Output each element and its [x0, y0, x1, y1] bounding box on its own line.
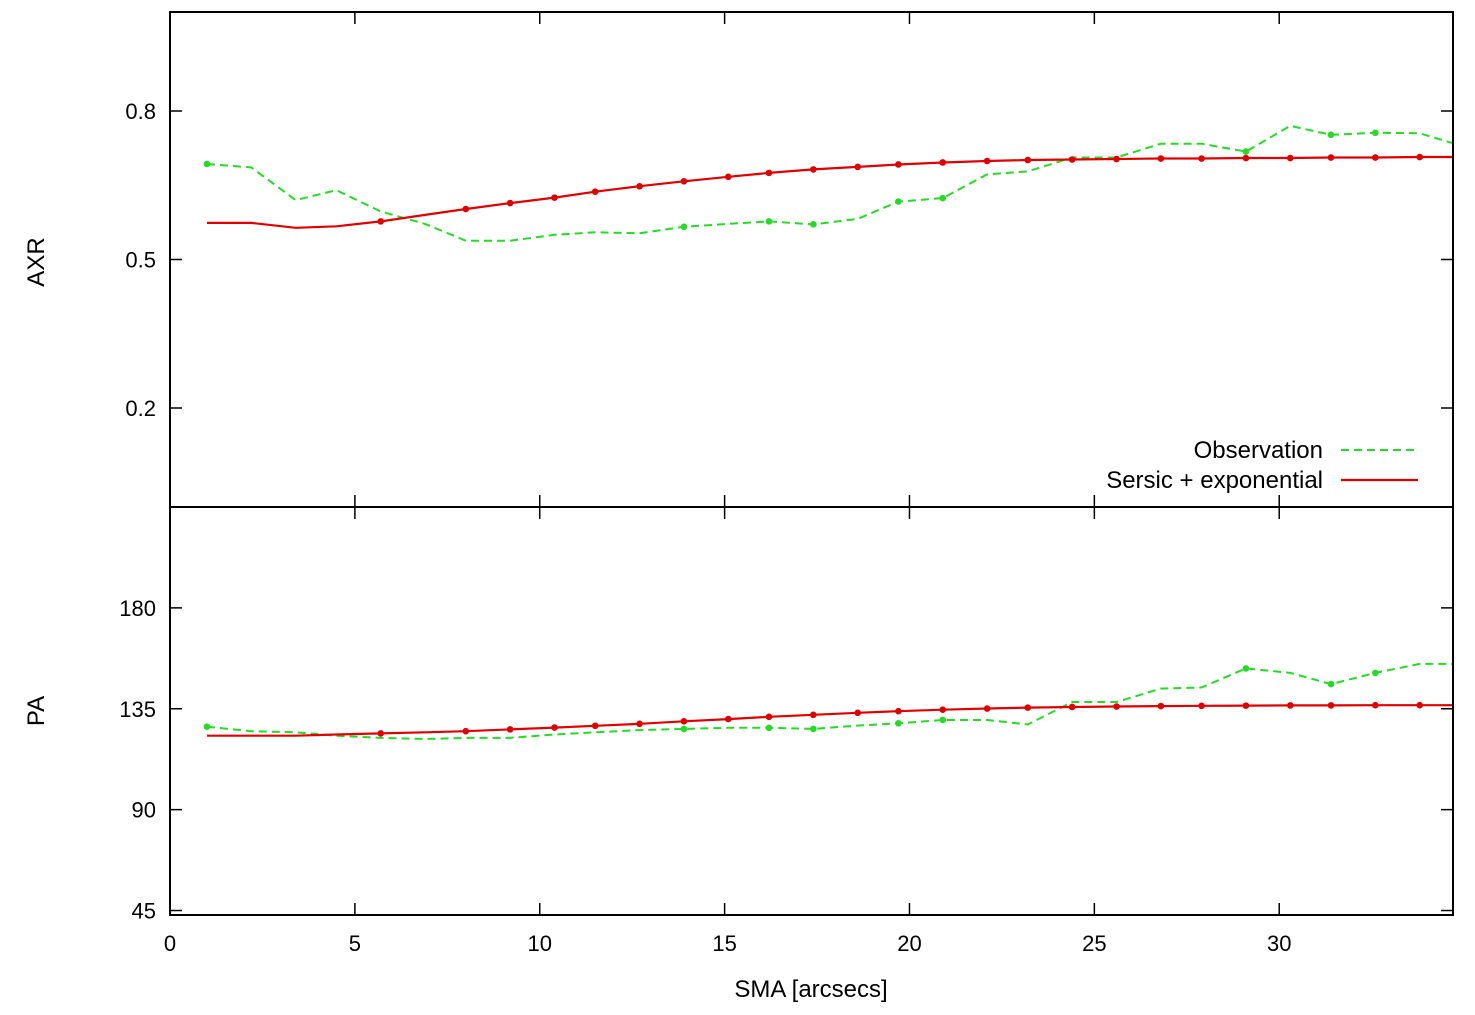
x-tick-label: 5 — [349, 931, 361, 956]
data-point-observation-axr — [1242, 148, 1250, 155]
data-point-observation-axr — [765, 218, 773, 225]
data-point-sersic-exponential-pa — [636, 720, 643, 728]
data-point-sersic-exponential-pa — [680, 718, 688, 725]
data-point-observation-axr — [895, 198, 902, 205]
data-point-sersic-exponential-axr — [854, 163, 862, 171]
data-point-sersic-exponential-axr — [1113, 155, 1120, 163]
data-point-sersic-exponential-pa — [1372, 701, 1379, 709]
data-point-sersic-exponential-axr — [462, 205, 470, 213]
data-point-sersic-exponential-pa — [1024, 704, 1032, 711]
data-point-sersic-exponential-axr — [1198, 155, 1205, 162]
data-point-sersic-exponential-axr — [1416, 153, 1424, 161]
data-point-sersic-exponential-pa — [983, 705, 991, 712]
legend-label-observation: Observation — [1194, 437, 1323, 464]
series-line-sersic-exponential-pa — [207, 704, 1453, 737]
data-point-observation-pa — [1242, 665, 1250, 672]
data-point-observation-pa — [1372, 669, 1379, 677]
plot-frame — [169, 11, 1454, 916]
data-point-sersic-exponential-axr — [1024, 156, 1032, 164]
x-tick-label: 10 — [527, 931, 551, 956]
y-axis-label-pa: PA — [23, 696, 50, 726]
data-point-sersic-exponential-pa — [895, 707, 902, 715]
data-point-observation-pa — [895, 720, 902, 727]
data-point-sersic-exponential-pa — [1242, 702, 1250, 709]
data-point-sersic-exponential-axr — [1242, 154, 1250, 162]
data-point-sersic-exponential-axr — [725, 173, 732, 181]
data-point-observation-axr — [1327, 131, 1335, 139]
data-point-observation-pa — [1327, 680, 1335, 688]
data-point-observation-axr — [939, 194, 947, 202]
data-point-sersic-exponential-axr — [506, 199, 514, 207]
data-point-sersic-exponential-axr — [1287, 154, 1294, 162]
y-tick-label-axr: 0.2 — [125, 396, 156, 421]
data-point-sersic-exponential-axr — [1327, 154, 1335, 161]
data-point-sersic-exponential-pa — [551, 724, 558, 731]
data-point-sersic-exponential-pa — [1327, 702, 1335, 709]
data-point-observation-axr — [810, 221, 817, 228]
data-point-sersic-exponential-axr — [1372, 154, 1379, 161]
data-point-observation-pa — [765, 724, 773, 732]
data-point-sersic-exponential-pa — [765, 713, 773, 721]
x-tick-label: 15 — [712, 931, 736, 956]
data-point-sersic-exponential-pa — [506, 726, 514, 733]
data-point-sersic-exponential-axr — [1157, 155, 1165, 162]
data-point-sersic-exponential-pa — [1157, 702, 1165, 710]
data-point-sersic-exponential-axr — [895, 161, 902, 168]
data-point-sersic-exponential-pa — [1198, 702, 1205, 710]
data-point-sersic-exponential-axr — [636, 182, 643, 190]
data-point-observation-axr — [1372, 129, 1379, 137]
x-tick-label: 0 — [164, 931, 176, 956]
series-line-observation-pa — [206, 662, 1453, 740]
data-point-sersic-exponential-axr — [810, 166, 817, 173]
x-tick-label: 20 — [897, 931, 921, 956]
data-point-sersic-exponential-axr — [591, 188, 599, 195]
y-axis-label-axr: AXR — [23, 237, 50, 286]
data-point-sersic-exponential-axr — [983, 157, 991, 165]
data-point-observation-axr — [203, 160, 211, 168]
data-point-sersic-exponential-axr — [1068, 156, 1076, 163]
x-tick-label: 25 — [1082, 931, 1106, 956]
y-tick-label-pa: 90 — [132, 798, 156, 823]
y-tick-label-axr: 0.5 — [125, 248, 156, 273]
data-point-sersic-exponential-pa — [854, 709, 862, 717]
legend-label-sersic-exponential: Sersic + exponential — [1106, 467, 1323, 494]
x-tick-label: 30 — [1267, 931, 1291, 956]
data-point-observation-pa — [680, 725, 688, 733]
labels-layer: 0.2 0.5 0.8 45 90 135 180 0 5 10 15 20 25 30 — [119, 99, 1291, 956]
data-point-sersic-exponential-pa — [1113, 703, 1120, 710]
data-point-sersic-exponential-pa — [939, 706, 947, 713]
data-point-sersic-exponential-axr — [939, 159, 947, 166]
data-point-observation-pa — [939, 716, 947, 724]
y-tick-label-pa: 45 — [132, 899, 156, 924]
x-axis-label: SMA [arcsecs] — [734, 976, 887, 1003]
data-point-sersic-exponential-pa — [591, 722, 599, 730]
axes-layer — [169, 12, 1453, 915]
data-point-sersic-exponential-axr — [765, 169, 773, 177]
data-point-sersic-exponential-pa — [462, 727, 470, 735]
data-point-sersic-exponential-axr — [680, 177, 688, 185]
panel-frame-axr — [169, 11, 1454, 508]
legend: Observation Sersic + exponential — [1106, 437, 1418, 494]
y-tick-label-pa: 135 — [119, 697, 156, 722]
y-tick-label-axr: 0.8 — [125, 99, 156, 124]
plot-area — [203, 124, 1454, 740]
panel-frame-pa — [169, 506, 1454, 916]
y-tick-label-pa: 180 — [119, 596, 156, 621]
data-point-sersic-exponential-pa — [1068, 703, 1076, 711]
data-point-sersic-exponential-pa — [725, 715, 732, 723]
series-line-observation-axr — [206, 124, 1454, 242]
data-point-sersic-exponential-pa — [810, 711, 817, 719]
series-line-sersic-exponential-axr — [207, 155, 1453, 229]
data-point-sersic-exponential-pa — [377, 730, 385, 737]
data-point-observation-pa — [203, 723, 211, 730]
data-point-sersic-exponential-pa — [1287, 702, 1294, 709]
data-point-observation-axr — [680, 223, 688, 231]
data-point-observation-pa — [810, 725, 817, 733]
data-point-sersic-exponential-axr — [551, 194, 558, 201]
data-point-sersic-exponential-pa — [1416, 701, 1424, 709]
data-point-sersic-exponential-axr — [377, 218, 385, 225]
